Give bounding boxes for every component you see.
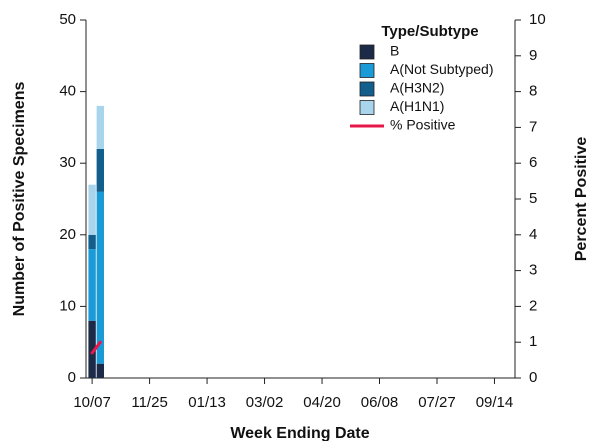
bar-segment — [88, 320, 96, 378]
y2-tick-label: 2 — [529, 297, 537, 314]
legend-swatch — [359, 63, 375, 78]
y-tick-label: 30 — [59, 154, 76, 171]
y2-tick-label: 0 — [529, 369, 537, 386]
y2-tick-label: 8 — [529, 83, 537, 100]
y-tick-label: 0 — [68, 369, 76, 386]
legend-title: Type/Subtype — [381, 23, 478, 40]
x-axis-title: Week Ending Date — [230, 425, 369, 441]
x-tick-label: 09/14 — [476, 394, 514, 411]
y2-tick-label: 1 — [529, 333, 537, 350]
bar-segment — [88, 249, 96, 321]
bar-segment — [96, 105, 105, 149]
legend-label: B — [390, 43, 399, 59]
y-tick-label: 40 — [59, 83, 76, 100]
y-tick-label: 10 — [59, 297, 76, 314]
y-tick-label: 50 — [59, 11, 76, 28]
bar-segment — [96, 148, 105, 192]
x-tick-label: 07/27 — [418, 394, 456, 411]
y2-tick-label: 10 — [529, 11, 546, 28]
bar-segment — [96, 363, 105, 378]
legend-swatch — [359, 81, 375, 97]
legend-swatch — [359, 100, 375, 115]
y2-axis-title: Percent Positive — [573, 137, 590, 262]
legend-label: A(Not Subtyped) — [390, 61, 494, 77]
bar-segment — [88, 234, 96, 250]
bar-segment — [96, 191, 105, 364]
x-tick-label: 03/02 — [246, 394, 284, 411]
x-tick-label: 06/08 — [361, 394, 399, 411]
line-series — [90, 340, 102, 355]
x-tick-label: 01/13 — [188, 394, 226, 411]
y-tick-label: 20 — [59, 226, 76, 243]
legend-label: A(H3N2) — [390, 80, 444, 96]
x-tick-label: 10/07 — [73, 394, 111, 411]
legend-swatch — [359, 44, 375, 60]
x-tick-label: 11/25 — [131, 394, 167, 411]
legend-label: % Positive — [390, 117, 456, 133]
y2-tick-label: 3 — [529, 262, 537, 279]
y2-tick-label: 7 — [529, 118, 537, 135]
y2-tick-label: 5 — [529, 190, 537, 207]
y2-tick-label: 4 — [529, 226, 537, 243]
x-tick-label: 04/20 — [303, 394, 341, 411]
bar-segment — [88, 184, 96, 235]
legend-label: A(H1N1) — [390, 98, 444, 114]
y-axis-title: Number of Positive Specimens — [11, 82, 28, 317]
y2-tick-label: 9 — [529, 47, 537, 64]
y2-tick-label: 6 — [529, 154, 537, 171]
